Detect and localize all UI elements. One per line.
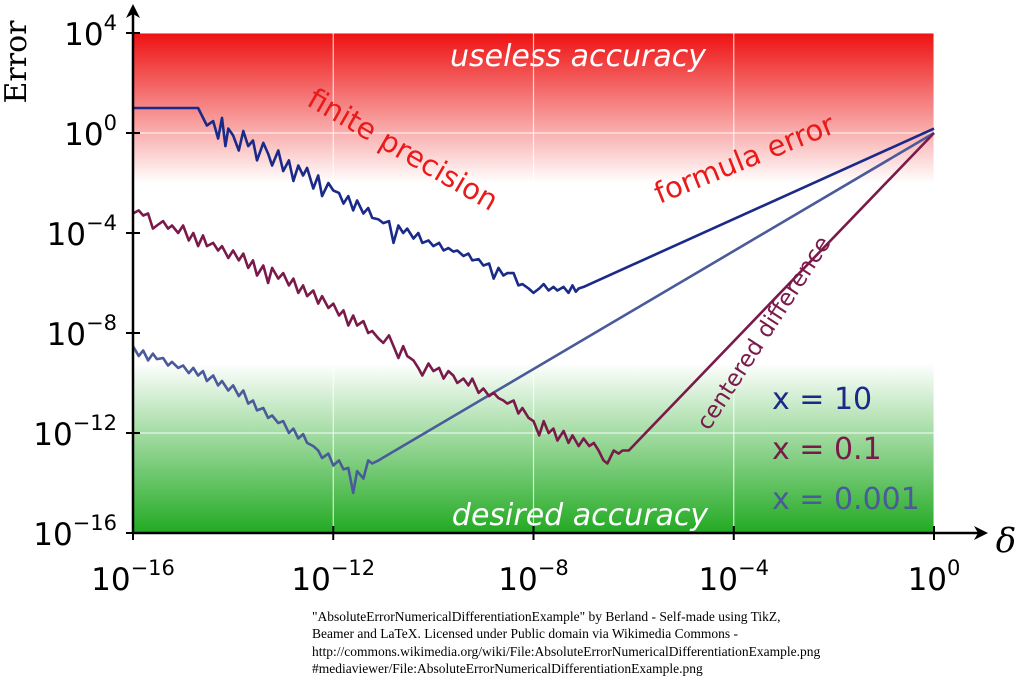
legend: x = 10 x = 0.1 x = 0.001 <box>772 382 920 517</box>
image-credit: "AbsoluteErrorNumericalDifferentiationEx… <box>312 608 1012 678</box>
legend-entry-x0.1: x = 0.1 <box>772 432 882 467</box>
x-tick-label: 10−12 <box>291 556 375 598</box>
y-tick-label: 10−8 <box>47 311 117 353</box>
series-layer <box>131 106 935 495</box>
y-tick-label: 100 <box>64 111 117 153</box>
series-line-2 <box>131 131 935 495</box>
error-plot: 10−16 10−12 10−8 10−4 100 104 100 10−4 10−8 10−12… <box>0 4 1016 598</box>
x-tick-label: 10−8 <box>498 556 568 598</box>
credit-line: Beamer and LaTeX. Licensed under Public … <box>312 626 739 642</box>
credit-line: "AbsoluteErrorNumericalDifferentiationEx… <box>312 609 781 624</box>
legend-entry-x10: x = 10 <box>772 382 872 417</box>
series-line-1 <box>132 132 935 465</box>
x-tick-label: 10−16 <box>91 556 175 598</box>
y-tick-label: 104 <box>64 11 117 53</box>
y-tick-label: 10−4 <box>47 211 117 253</box>
tick-labels: 10−16 10−12 10−8 10−4 100 104 100 10−4 10−8 10−12… <box>33 11 960 598</box>
y-tick-label: 10−16 <box>33 511 117 553</box>
legend-entry-x0.001: x = 0.001 <box>772 482 920 517</box>
annotation-useless-accuracy: useless accuracy <box>450 39 707 74</box>
credit-line: #mediaviewer/File:AbsoluteErrorNumerical… <box>312 661 703 677</box>
x-tick-label: 10−4 <box>699 556 769 598</box>
x-tick-label: 100 <box>908 556 961 598</box>
ticks <box>126 32 935 540</box>
series-line-0 <box>133 106 935 295</box>
y-tick-label: 10−12 <box>33 411 117 453</box>
y-axis-label: Error <box>0 20 34 104</box>
y-axis-arrow <box>126 4 140 18</box>
annotation-desired-accuracy: desired accuracy <box>452 498 709 533</box>
credit-line: http://commons.wikimedia.org/wiki/File:A… <box>312 643 821 659</box>
x-axis-label: δ <box>996 521 1016 561</box>
x-axis-arrow <box>974 526 988 540</box>
